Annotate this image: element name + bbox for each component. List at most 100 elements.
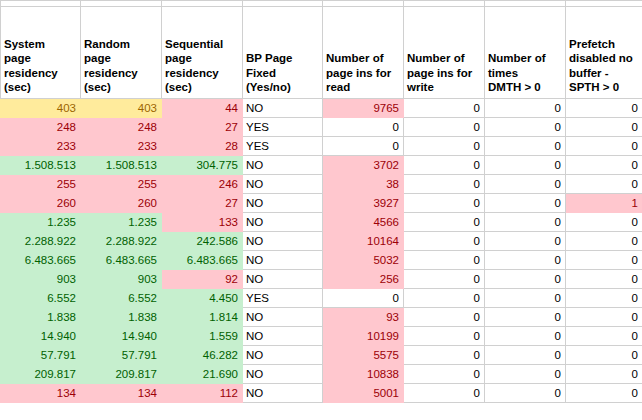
cell[interactable]: 38: [323, 175, 404, 194]
cell[interactable]: 260: [81, 194, 162, 213]
cell[interactable]: 0: [404, 213, 485, 232]
cell[interactable]: 0: [323, 137, 404, 156]
column-header-sequential-page-residency[interactable]: Sequential page residency (sec): [162, 7, 243, 99]
column-header-prefetch-disabled[interactable]: Prefetch disabled no buffer - SPTH > 0: [566, 7, 642, 99]
cell[interactable]: 0: [566, 118, 642, 137]
cell[interactable]: 0: [323, 289, 404, 308]
cell[interactable]: 0: [404, 327, 485, 346]
cell[interactable]: 242.586: [162, 232, 243, 251]
cell[interactable]: 903: [81, 270, 162, 289]
cell[interactable]: 1.814: [162, 308, 243, 327]
cell[interactable]: 0: [566, 251, 642, 270]
cell[interactable]: 0: [404, 99, 485, 118]
cell[interactable]: 0: [404, 137, 485, 156]
cell[interactable]: 0: [404, 194, 485, 213]
cell[interactable]: 403: [1, 99, 81, 118]
cell[interactable]: 0: [485, 156, 566, 175]
cell[interactable]: 903: [1, 270, 81, 289]
cell[interactable]: 134: [1, 384, 81, 403]
cell[interactable]: 5032: [323, 251, 404, 270]
cell[interactable]: 0: [404, 175, 485, 194]
cell[interactable]: 0: [404, 384, 485, 403]
cell[interactable]: YES: [243, 137, 323, 156]
cell[interactable]: NO: [243, 99, 323, 118]
cell[interactable]: 10838: [323, 365, 404, 384]
cell[interactable]: 0: [485, 327, 566, 346]
cell[interactable]: 1.838: [81, 308, 162, 327]
cell[interactable]: 28: [162, 137, 243, 156]
cell[interactable]: 0: [323, 118, 404, 137]
cell[interactable]: NO: [243, 308, 323, 327]
cell[interactable]: NO: [243, 346, 323, 365]
cell[interactable]: 246: [162, 175, 243, 194]
cell[interactable]: 3927: [323, 194, 404, 213]
cell[interactable]: 0: [404, 346, 485, 365]
cell[interactable]: 0: [485, 384, 566, 403]
cell[interactable]: 0: [404, 289, 485, 308]
cell[interactable]: 0: [404, 308, 485, 327]
cell[interactable]: 2.288.922: [81, 232, 162, 251]
cell[interactable]: 0: [485, 213, 566, 232]
cell[interactable]: 133: [162, 213, 243, 232]
cell[interactable]: 0: [485, 232, 566, 251]
cell[interactable]: YES: [243, 289, 323, 308]
cell[interactable]: 92: [162, 270, 243, 289]
cell[interactable]: 0: [566, 365, 642, 384]
cell[interactable]: 4566: [323, 213, 404, 232]
cell[interactable]: 248: [1, 118, 81, 137]
cell[interactable]: 1: [566, 194, 642, 213]
cell[interactable]: 209.817: [81, 365, 162, 384]
cell[interactable]: 0: [404, 118, 485, 137]
cell[interactable]: 255: [81, 175, 162, 194]
column-header-random-page-residency[interactable]: Random page residency (sec): [81, 7, 162, 99]
cell[interactable]: 0: [485, 308, 566, 327]
cell[interactable]: 5575: [323, 346, 404, 365]
cell[interactable]: 6.483.665: [162, 251, 243, 270]
cell[interactable]: YES: [243, 118, 323, 137]
cell[interactable]: 260: [1, 194, 81, 213]
column-header-system-page-residency[interactable]: System page residency (sec): [1, 7, 81, 99]
cell[interactable]: 0: [485, 289, 566, 308]
cell[interactable]: 57.791: [81, 346, 162, 365]
cell[interactable]: 93: [323, 308, 404, 327]
cell[interactable]: 1.235: [1, 213, 81, 232]
cell[interactable]: 255: [1, 175, 81, 194]
cell[interactable]: 233: [81, 137, 162, 156]
cell[interactable]: NO: [243, 156, 323, 175]
cell[interactable]: 0: [485, 365, 566, 384]
cell[interactable]: 9765: [323, 99, 404, 118]
cell[interactable]: 5001: [323, 384, 404, 403]
cell[interactable]: NO: [243, 384, 323, 403]
cell[interactable]: 44: [162, 99, 243, 118]
cell[interactable]: 0: [404, 270, 485, 289]
cell[interactable]: 0: [566, 289, 642, 308]
cell[interactable]: 0: [404, 232, 485, 251]
cell[interactable]: 10164: [323, 232, 404, 251]
cell[interactable]: NO: [243, 213, 323, 232]
cell[interactable]: 0: [485, 251, 566, 270]
cell[interactable]: 112: [162, 384, 243, 403]
cell[interactable]: 57.791: [1, 346, 81, 365]
cell[interactable]: NO: [243, 194, 323, 213]
cell[interactable]: 233: [1, 137, 81, 156]
cell[interactable]: 14.940: [1, 327, 81, 346]
cell[interactable]: 0: [566, 213, 642, 232]
cell[interactable]: NO: [243, 270, 323, 289]
cell[interactable]: 0: [485, 194, 566, 213]
cell[interactable]: 209.817: [1, 365, 81, 384]
cell[interactable]: 0: [566, 346, 642, 365]
column-header-page-ins-read[interactable]: Number of page ins for read: [323, 7, 404, 99]
cell[interactable]: 10199: [323, 327, 404, 346]
cell[interactable]: 0: [485, 346, 566, 365]
cell[interactable]: 14.940: [81, 327, 162, 346]
cell[interactable]: 403: [81, 99, 162, 118]
cell[interactable]: 6.552: [81, 289, 162, 308]
cell[interactable]: 0: [566, 327, 642, 346]
cell[interactable]: 2.288.922: [1, 232, 81, 251]
column-header-page-ins-write[interactable]: Number of page ins for write: [404, 7, 485, 99]
cell[interactable]: 0: [485, 137, 566, 156]
cell[interactable]: 0: [485, 118, 566, 137]
cell[interactable]: 0: [485, 99, 566, 118]
cell[interactable]: 0: [404, 365, 485, 384]
cell[interactable]: 1.235: [81, 213, 162, 232]
